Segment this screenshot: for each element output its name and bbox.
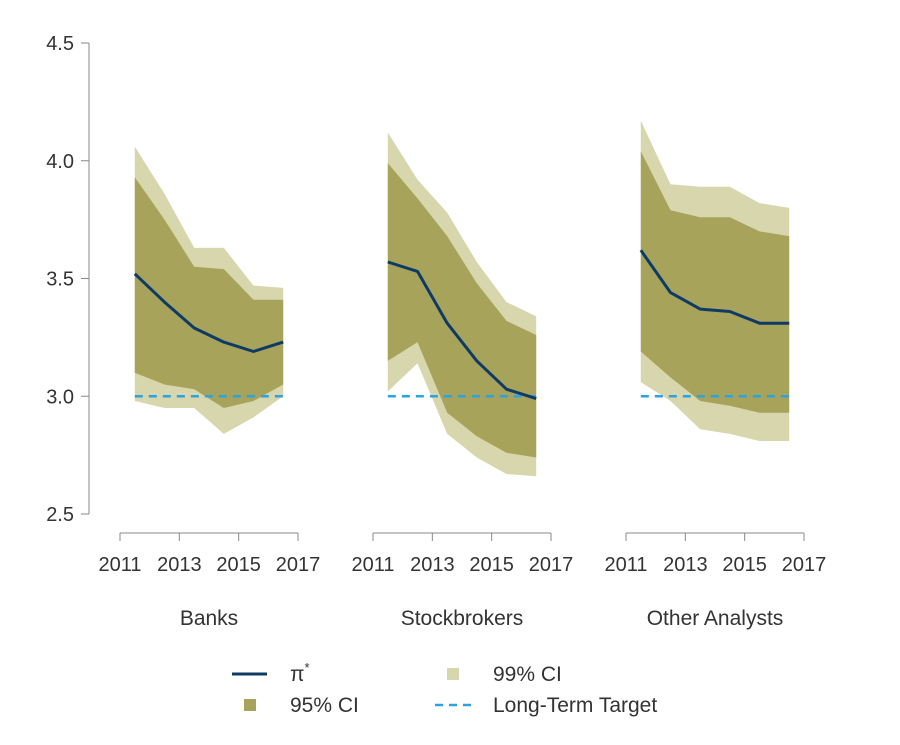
legend-label: Long-Term Target [493, 694, 657, 717]
y-tick-label: 4.0 [46, 151, 74, 173]
panel-label: Other Analysts [647, 607, 784, 630]
legend: π* 99% CI 95% CI Long-Term Target [232, 660, 657, 717]
pi-star-line [387, 260, 537, 401]
panel-other-analysts: 2011 2013 2015 2017 Other Analysts [604, 120, 827, 630]
x-tick-label: 2013 [157, 554, 202, 576]
panels: 2011 2013 2015 2017 Banks 2011 2013 2015 2017 Sto… [98, 120, 827, 630]
legend-item-target: Long-Term Target [435, 694, 657, 717]
x-tick-label: 2013 [663, 554, 708, 576]
pi-star-line [133, 272, 284, 353]
y-tick-label: 3.5 [46, 269, 74, 291]
legend-item-pi_star: π* [232, 660, 310, 686]
x-tick-label: 2015 [722, 554, 767, 576]
legend-item-ci95: 95% CI [244, 694, 359, 717]
x-tick-label: 2015 [469, 554, 514, 576]
x-tick-label: 2015 [216, 554, 261, 576]
legend-label: π* [290, 660, 310, 686]
x-tick-label: 2017 [276, 554, 321, 576]
legend-swatch-square [447, 668, 459, 680]
x-tick-label: 2011 [604, 554, 647, 576]
panel-label: Banks [180, 607, 238, 630]
legend-label: 99% CI [493, 663, 562, 686]
panel-label: Stockbrokers [401, 607, 524, 630]
panel-stockbrokers: 2011 2013 2015 2017 Stockbrokers [351, 132, 574, 630]
x-tick-label: 2011 [98, 554, 141, 576]
x-tick-label: 2011 [351, 554, 394, 576]
legend-label: 95% CI [290, 694, 359, 717]
ci95-band [640, 151, 790, 413]
y-axis: 2.5 3.0 3.5 4.0 4.5 [46, 33, 90, 526]
legend-item-ci99: 99% CI [447, 663, 562, 686]
y-tick-label: 4.5 [46, 33, 74, 55]
pi-star-line [639, 249, 790, 325]
y-tick-label: 2.5 [46, 504, 74, 526]
panel-banks: 2011 2013 2015 2017 Banks [98, 146, 321, 630]
x-tick-label: 2017 [529, 554, 574, 576]
legend-swatch-square [244, 699, 256, 711]
x-tick-label: 2013 [410, 554, 455, 576]
y-tick-label: 3.0 [46, 386, 74, 408]
x-tick-label: 2017 [782, 554, 827, 576]
